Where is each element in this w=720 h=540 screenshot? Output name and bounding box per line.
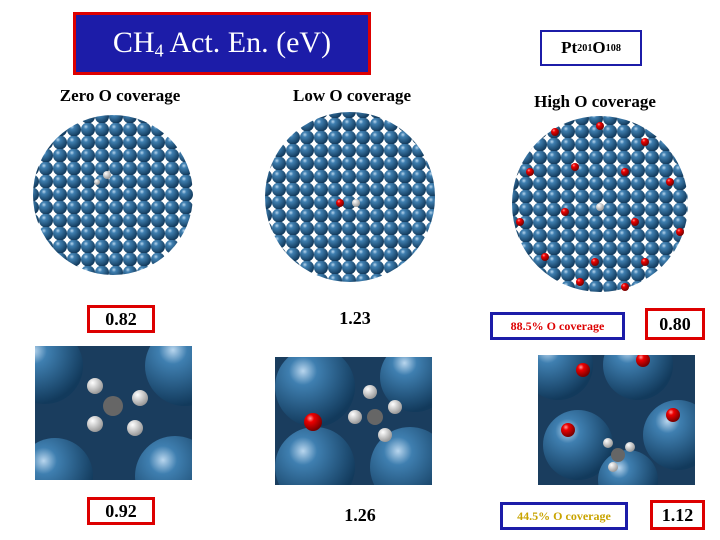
value-box: 0.82	[87, 305, 155, 333]
value-box: 1.23	[339, 307, 371, 328]
cluster-image	[265, 112, 435, 282]
value-box: 1.26	[344, 504, 376, 525]
title-box: CH4 Act. En. (eV)	[73, 12, 371, 75]
title-subscript: 4	[154, 40, 164, 61]
formula-part: O	[592, 38, 606, 57]
title-text: CH4 Act. En. (eV)	[113, 26, 331, 62]
coverage-caption: 44.5% O coverage	[500, 502, 628, 530]
formula-box: Pt 201 O 108	[540, 30, 642, 66]
formula-subscript: 108	[605, 42, 621, 54]
closeup-image	[538, 355, 695, 485]
formula-part: Pt	[561, 38, 578, 57]
value-box: 1.12	[650, 500, 705, 530]
title-part: Act. En. (eV)	[163, 25, 332, 59]
value-box: 0.80	[645, 308, 705, 340]
title-part: CH	[112, 25, 155, 59]
column-label: High O coverage	[534, 92, 656, 111]
formula-subscript: 201	[577, 42, 593, 54]
cluster-image	[512, 116, 688, 292]
coverage-caption: 88.5% O coverage	[490, 312, 625, 340]
column-label: Zero O coverage	[59, 86, 181, 105]
column-label: Low O coverage	[292, 86, 412, 105]
closeup-image	[35, 346, 192, 480]
value-box: 0.92	[87, 497, 155, 525]
cluster-image	[33, 115, 193, 275]
closeup-image	[275, 357, 432, 485]
